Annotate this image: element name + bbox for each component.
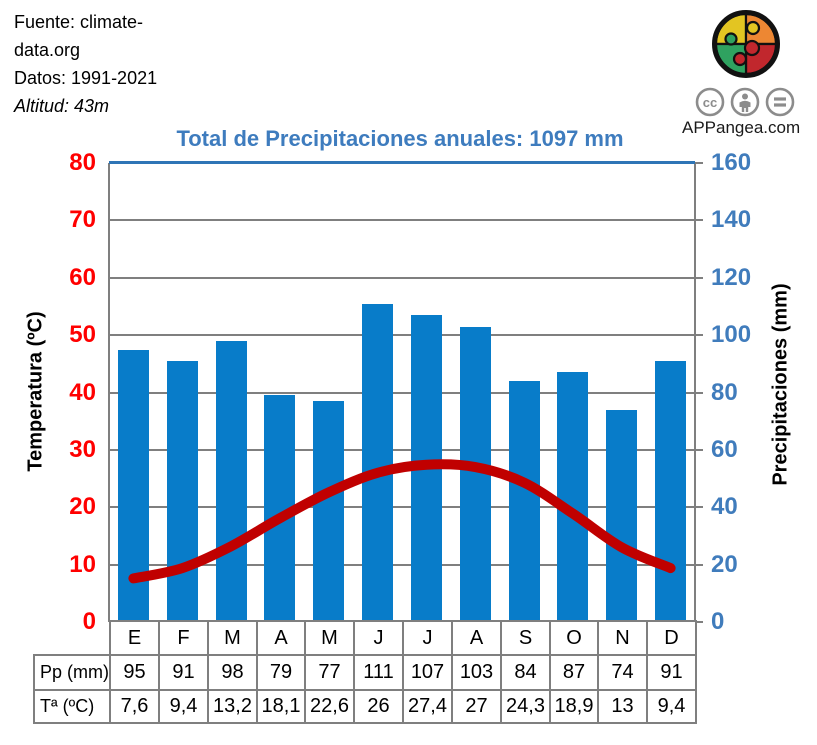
h-gridline bbox=[109, 276, 695, 279]
temperature-value-cell: 7,6 bbox=[109, 689, 160, 724]
right-axis-tick bbox=[695, 276, 703, 279]
h-gridline bbox=[109, 219, 695, 222]
month-label-cell: J bbox=[353, 620, 404, 656]
source-line-3: Datos: 1991-2021 bbox=[14, 68, 158, 88]
puzzle-globe-icon bbox=[712, 10, 780, 78]
right-axis-tick bbox=[695, 448, 703, 451]
row-header-pp: Pp (mm) bbox=[33, 654, 111, 691]
month-label-cell: D bbox=[646, 620, 697, 656]
left-axis-tick-label: 0 bbox=[82, 608, 96, 635]
right-axis-tick-label: 20 bbox=[711, 550, 738, 578]
appangea-logo bbox=[710, 8, 782, 80]
right-axis-tick-label: 140 bbox=[711, 206, 752, 234]
left-axis-tick-label: 50 bbox=[69, 321, 96, 349]
h-gridline bbox=[109, 391, 695, 394]
right-axis-tick-label: 160 bbox=[711, 149, 752, 176]
right-axis-tick bbox=[695, 563, 703, 566]
month-label-cell: J bbox=[402, 620, 453, 656]
right-axis-tick bbox=[695, 506, 703, 509]
temperature-value-cell: 13 bbox=[597, 689, 648, 724]
precipitation-value-cell: 87 bbox=[549, 654, 599, 691]
precipitation-value-cell: 77 bbox=[304, 654, 355, 691]
h-gridline bbox=[109, 448, 695, 451]
right-axis-tick-label: 120 bbox=[711, 263, 752, 291]
chart-title: Total de Precipitaciones anuales: 1097 m… bbox=[176, 126, 624, 151]
right-axis-tick bbox=[695, 621, 703, 623]
left-axis-tick-label: 10 bbox=[69, 550, 96, 578]
row-header-ta: Tª (ºC) bbox=[33, 689, 111, 724]
temperature-value-cell: 18,9 bbox=[549, 689, 599, 724]
month-label-cell: N bbox=[597, 620, 648, 656]
precipitation-value-cell: 84 bbox=[500, 654, 551, 691]
left-axis-tick-label: 20 bbox=[69, 493, 96, 521]
right-axis-tick-label: 80 bbox=[711, 378, 738, 406]
month-label-cell: M bbox=[207, 620, 258, 656]
altitude-text: Altitud: 43m bbox=[14, 96, 110, 116]
temperature-value-cell: 26 bbox=[353, 689, 404, 724]
precipitation-value-cell: 95 bbox=[109, 654, 160, 691]
source-block: Fuente: climate- data.org Datos: 1991-20… bbox=[14, 8, 157, 120]
right-axis-tick-label: 40 bbox=[711, 493, 738, 521]
brand-text: APPangea.com bbox=[682, 118, 801, 137]
temperature-value-cell: 24,3 bbox=[500, 689, 551, 724]
month-label-cell: M bbox=[304, 620, 355, 656]
right-axis-tick-label: 100 bbox=[711, 321, 752, 349]
source-line-2: data.org bbox=[14, 40, 81, 60]
left-axis-tick-label: 40 bbox=[69, 378, 96, 406]
plot-left-border bbox=[108, 163, 110, 622]
precipitation-value-cell: 79 bbox=[256, 654, 306, 691]
right-axis-tick bbox=[695, 219, 703, 222]
h-gridline bbox=[109, 334, 695, 337]
month-label-cell: O bbox=[549, 620, 599, 656]
temperature-value-cell: 18,1 bbox=[256, 689, 306, 724]
right-axis-tick bbox=[695, 334, 703, 337]
license-icons: cc bbox=[694, 86, 796, 118]
precipitation-value-cell: 74 bbox=[597, 654, 648, 691]
precipitation-value-cell: 103 bbox=[451, 654, 502, 691]
source-line-1: Fuente: climate- bbox=[14, 12, 144, 32]
temperature-value-cell: 27,4 bbox=[402, 689, 453, 724]
precipitation-value-cell: 111 bbox=[353, 654, 404, 691]
right-axis-tick bbox=[695, 391, 703, 394]
equals-nd-icon bbox=[765, 87, 795, 117]
svg-text:cc: cc bbox=[703, 95, 717, 110]
left-axis-tick-label: 80 bbox=[69, 149, 96, 176]
month-label-cell: A bbox=[256, 620, 306, 656]
temperature-value-cell: 22,6 bbox=[304, 689, 355, 724]
left-axis-tick-label: 60 bbox=[69, 263, 96, 291]
temperature-value-cell: 27 bbox=[451, 689, 502, 724]
attribution-icon bbox=[730, 87, 760, 117]
right-axis-tick-label: 0 bbox=[711, 608, 725, 635]
month-label-cell: S bbox=[500, 620, 551, 656]
month-label-cell: A bbox=[451, 620, 502, 656]
right-axis-tick bbox=[695, 162, 703, 164]
month-label-cell: F bbox=[158, 620, 209, 656]
precipitation-value-cell: 107 bbox=[402, 654, 453, 691]
month-label-cell: E bbox=[109, 620, 160, 656]
temperature-value-cell: 9,4 bbox=[646, 689, 697, 724]
precipitation-value-cell: 98 bbox=[207, 654, 258, 691]
temperature-value-cell: 9,4 bbox=[158, 689, 209, 724]
left-axis-tick-label: 70 bbox=[69, 206, 96, 234]
temperature-value-cell: 13,2 bbox=[207, 689, 258, 724]
left-axis-tick-label: 30 bbox=[69, 435, 96, 463]
right-axis-tick-label: 60 bbox=[711, 435, 738, 463]
plot-top-border bbox=[109, 161, 695, 164]
cc-icon bbox=[695, 87, 725, 117]
precipitation-value-cell: 91 bbox=[158, 654, 209, 691]
precipitation-value-cell: 91 bbox=[646, 654, 697, 691]
